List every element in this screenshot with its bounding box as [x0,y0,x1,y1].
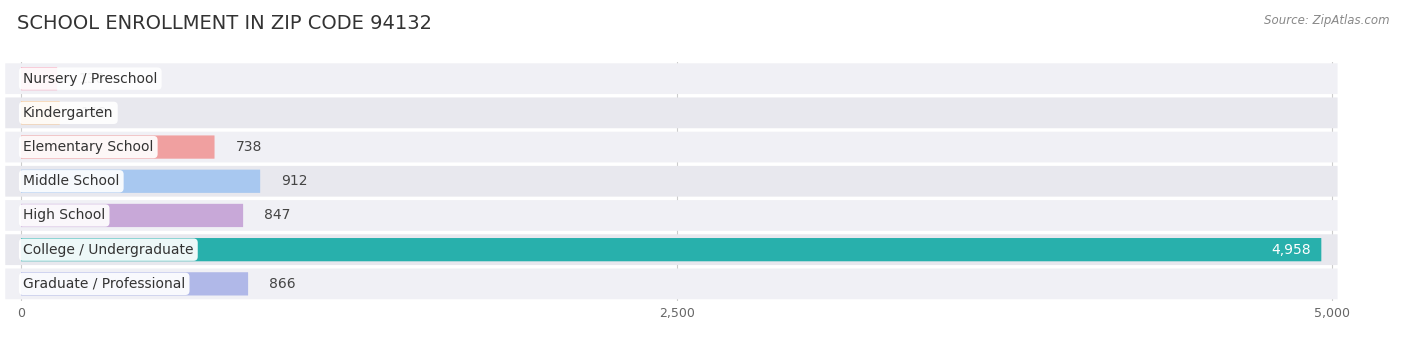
FancyBboxPatch shape [21,272,247,295]
FancyBboxPatch shape [6,63,1337,94]
Text: Source: ZipAtlas.com: Source: ZipAtlas.com [1264,14,1389,27]
Text: Graduate / Professional: Graduate / Professional [22,277,186,291]
FancyBboxPatch shape [6,200,1337,231]
FancyBboxPatch shape [6,268,1337,299]
Text: 148: 148 [80,106,107,120]
FancyBboxPatch shape [21,170,260,193]
Text: 912: 912 [281,174,308,188]
FancyBboxPatch shape [6,234,1337,265]
Text: Kindergarten: Kindergarten [22,106,114,120]
Text: Nursery / Preschool: Nursery / Preschool [22,72,157,86]
Text: Middle School: Middle School [22,174,120,188]
Text: Elementary School: Elementary School [22,140,153,154]
Text: 866: 866 [269,277,295,291]
FancyBboxPatch shape [6,166,1337,197]
Text: SCHOOL ENROLLMENT IN ZIP CODE 94132: SCHOOL ENROLLMENT IN ZIP CODE 94132 [17,14,432,33]
Text: 4,958: 4,958 [1271,243,1310,256]
FancyBboxPatch shape [21,204,243,227]
Text: 138: 138 [79,72,104,86]
FancyBboxPatch shape [21,101,60,124]
Text: High School: High School [22,209,105,222]
FancyBboxPatch shape [21,135,215,159]
FancyBboxPatch shape [6,132,1337,162]
Text: 847: 847 [264,209,291,222]
FancyBboxPatch shape [21,238,1322,261]
FancyBboxPatch shape [21,67,58,90]
FancyBboxPatch shape [6,97,1337,128]
Text: College / Undergraduate: College / Undergraduate [22,243,194,256]
Text: 738: 738 [236,140,262,154]
